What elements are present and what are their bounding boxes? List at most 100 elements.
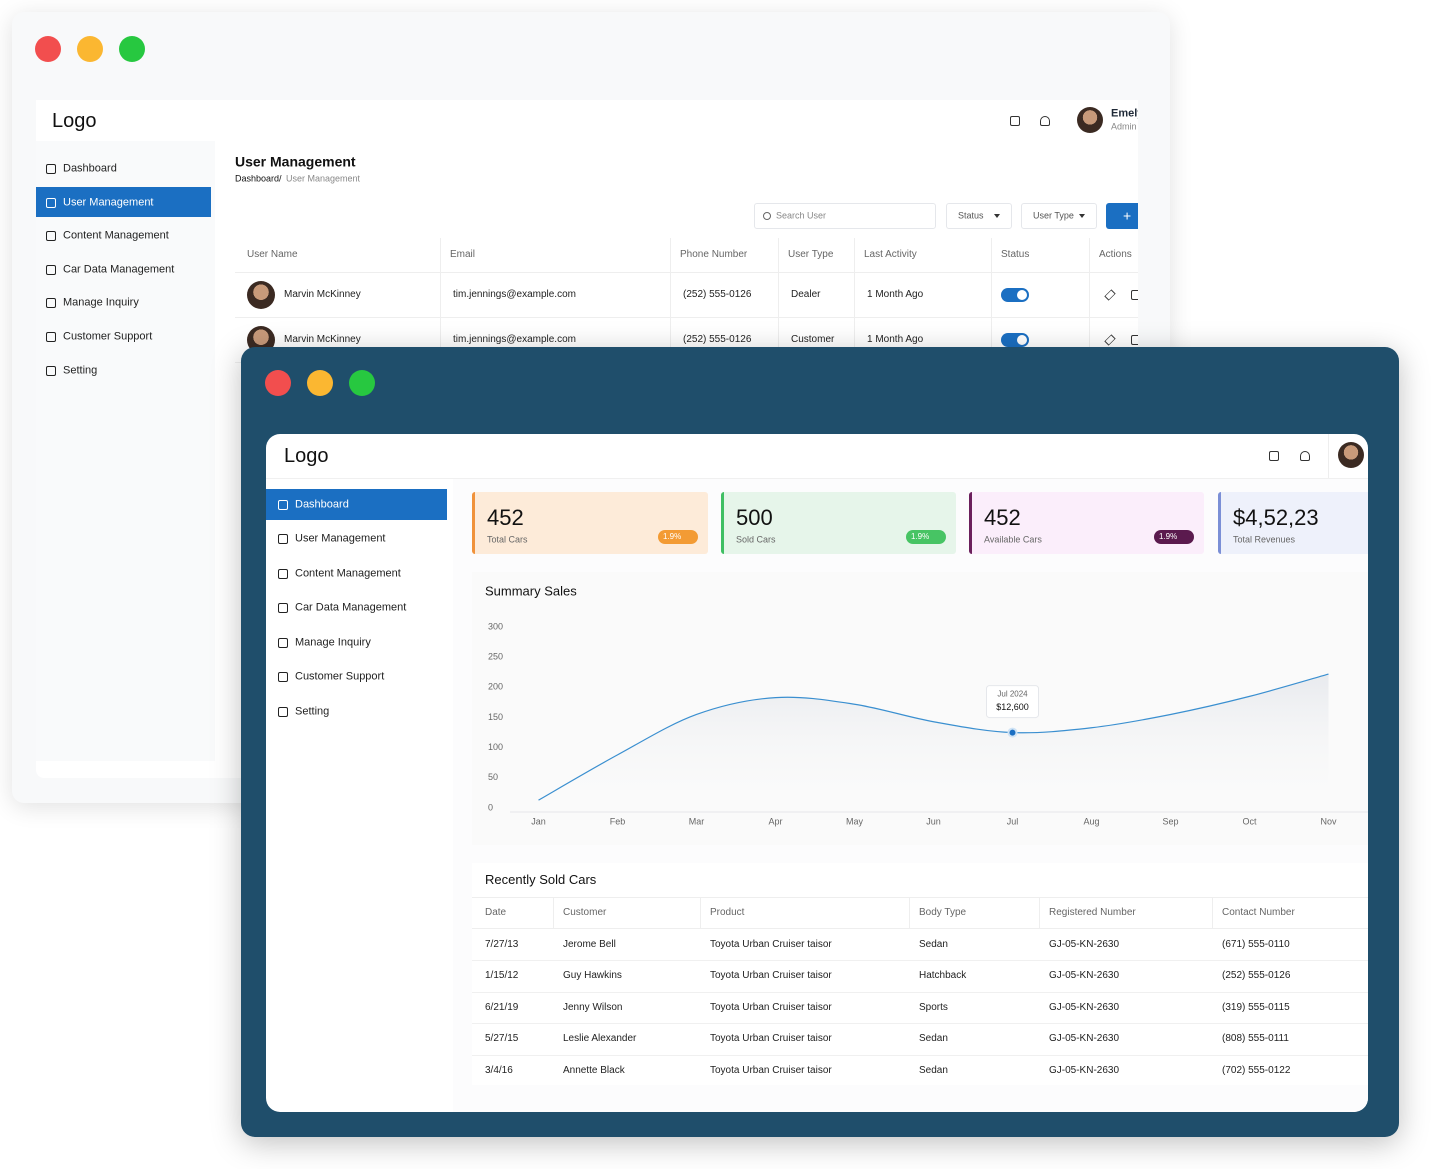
logo: Logo xyxy=(52,110,97,132)
x-tick-label: Jul xyxy=(1007,816,1019,826)
cell: (808) 555-0111 xyxy=(1222,1033,1289,1044)
stat-card xyxy=(1218,492,1368,554)
nav-icon xyxy=(278,534,288,544)
page-title: User Management xyxy=(235,153,356,170)
y-tick-label: 100 xyxy=(488,742,503,752)
message-icon xyxy=(1010,116,1020,126)
nav-icon xyxy=(278,672,288,682)
nav-icon xyxy=(46,198,56,208)
cell: (319) 555-0115 xyxy=(1222,1002,1290,1013)
toggle-knob xyxy=(1017,335,1027,345)
nav-item[interactable]: Customer Support xyxy=(295,670,385,683)
y-tick-label: 300 xyxy=(488,621,503,631)
change-value: 1.9% xyxy=(1159,532,1178,542)
cell: GJ-05-KN-2630 xyxy=(1049,1002,1120,1013)
nav-item[interactable]: Content Management xyxy=(295,567,401,580)
breadcrumb-current: User Management xyxy=(286,173,361,184)
cell: Guy Hawkins xyxy=(563,970,622,981)
nav-item[interactable]: Setting xyxy=(63,364,98,377)
nav-item[interactable]: Setting xyxy=(295,705,330,718)
nav-item[interactable]: Manage Inquiry xyxy=(63,296,139,309)
nav-item[interactable]: Car Data Management xyxy=(295,601,407,614)
table-header xyxy=(235,238,1138,273)
sales-line xyxy=(538,673,1329,801)
cell: Jenny Wilson xyxy=(563,1002,623,1013)
nav-item[interactable]: Car Data Management xyxy=(63,263,175,276)
cell: tim.jennings@example.com xyxy=(453,334,576,345)
cell: Sports xyxy=(919,1002,948,1013)
cell: Marvin McKinney xyxy=(284,289,361,300)
nav-item[interactable]: Content Management xyxy=(63,229,169,242)
stat-label: Total Revenues xyxy=(1233,534,1296,545)
cell: 1 Month Ago xyxy=(867,334,924,345)
change-badge xyxy=(1154,530,1194,544)
nav-item[interactable]: Manage Inquiry xyxy=(295,636,371,649)
front-app: Logo Dashboard User Management Content Mana… xyxy=(266,434,1368,1112)
x-tick-label: Sep xyxy=(1162,816,1178,826)
nav-icon xyxy=(46,231,56,241)
nav-item[interactable]: Dashboard xyxy=(295,498,349,511)
x-tick-label: Aug xyxy=(1083,816,1099,826)
caret xyxy=(1079,214,1085,218)
delete-icon xyxy=(1131,290,1138,300)
y-tick-label: 50 xyxy=(488,772,498,782)
x-tick-label: Mar xyxy=(689,816,705,826)
nav-item[interactable]: Customer Support xyxy=(63,330,153,343)
column-header: Customer xyxy=(563,907,607,918)
x-tick-label: Jan xyxy=(531,816,546,826)
filter-dropdown[interactable] xyxy=(946,203,1012,229)
y-tick-label: 0 xyxy=(488,802,493,812)
stat-label: Available Cars xyxy=(984,534,1042,545)
message-icon xyxy=(1269,451,1279,461)
x-tick-label: Jun xyxy=(926,816,941,826)
close-dot xyxy=(35,36,61,62)
column-header: Status xyxy=(1001,249,1030,260)
bell-icon xyxy=(1040,116,1050,126)
cell: (252) 555-0126 xyxy=(683,289,752,300)
sales-chart: Summary Sales 0 50 100 150 200 250 300 Jan Feb Mar… xyxy=(485,583,1368,826)
nav-icon xyxy=(46,332,56,342)
cell: Toyota Urban Cruiser taisor xyxy=(710,1033,832,1044)
search-box[interactable] xyxy=(754,203,936,229)
nav-item[interactable]: User Management xyxy=(63,196,154,209)
cell: 6/21/19 xyxy=(485,1002,519,1013)
x-tick-label: Feb xyxy=(610,816,626,826)
stat-value: $4,52,23 xyxy=(1233,504,1319,530)
column-header: Product xyxy=(710,907,745,918)
table-header xyxy=(472,897,1368,929)
nav-item[interactable]: User Management xyxy=(295,532,386,545)
logo: Logo xyxy=(284,445,329,467)
column-header: Phone Number xyxy=(680,249,748,260)
cell: (671) 555-0110 xyxy=(1222,939,1290,950)
stat-value: 452 xyxy=(984,504,1021,530)
nav-icon xyxy=(278,638,288,648)
stat-label: Sold Cars xyxy=(736,534,776,545)
row-divider xyxy=(472,1023,1368,1024)
stat-label: Total Cars xyxy=(487,534,528,545)
header-separator xyxy=(1328,434,1329,478)
highlight-point xyxy=(1007,727,1018,738)
cell: GJ-05-KN-2630 xyxy=(1049,1033,1120,1044)
y-tick-label: 250 xyxy=(488,652,503,662)
col-divider xyxy=(1089,238,1090,378)
column-header: Registered Number xyxy=(1049,907,1136,918)
column-header: Contact Number xyxy=(1222,907,1295,918)
col-divider xyxy=(700,897,701,929)
filter-label: User Type xyxy=(1033,210,1074,221)
table-title: Recently Sold Cars xyxy=(485,872,597,888)
column-header: Body Type xyxy=(919,907,967,918)
filter-dropdown[interactable] xyxy=(1021,203,1097,229)
filter-label: Status xyxy=(958,210,984,221)
area-fill xyxy=(538,674,1329,808)
maximize-dot xyxy=(349,370,375,396)
col-divider xyxy=(1039,897,1040,929)
x-tick-label: May xyxy=(846,816,864,826)
cell: Toyota Urban Cruiser taisor xyxy=(710,1002,832,1013)
cell: 7/27/13 xyxy=(485,939,519,950)
add-button[interactable] xyxy=(1106,203,1138,229)
nav-icon xyxy=(278,569,288,579)
delete-icon xyxy=(1131,335,1138,345)
nav-item[interactable]: Dashboard xyxy=(63,162,117,175)
col-divider xyxy=(854,238,855,378)
